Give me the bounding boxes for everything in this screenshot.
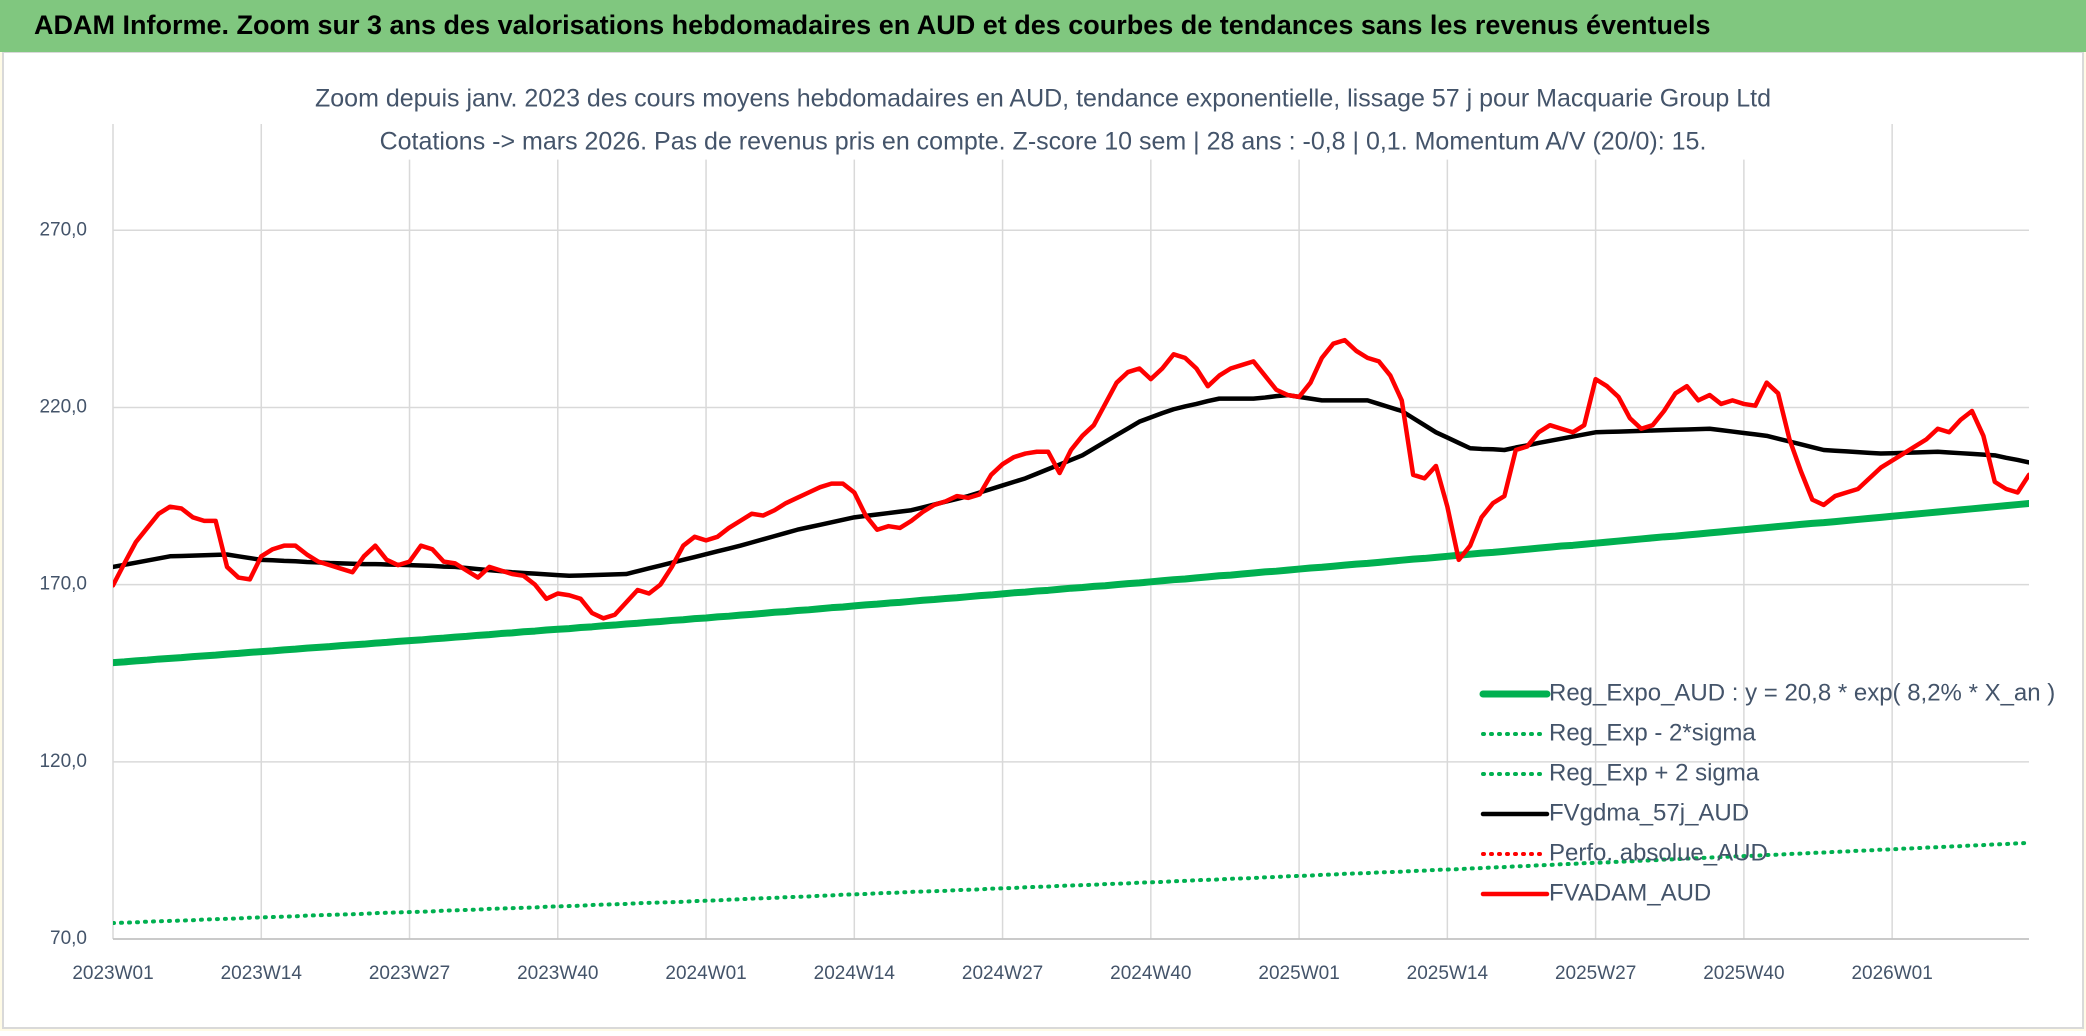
x-tick-label: 2023W40 [517, 963, 598, 984]
x-tick-label: 2025W01 [1258, 963, 1339, 984]
legend-label: Reg_Expo_AUD : y = 20,8 * exp( 8,2% * X_… [1549, 679, 2055, 706]
y-tick-label: 70,0 [50, 928, 87, 949]
series-line [113, 840, 2029, 926]
subtitle-background [301, 78, 1785, 160]
x-tick-label: 2026W01 [1851, 963, 1932, 984]
legend: Reg_Expo_AUD : y = 20,8 * exp( 8,2% * X_… [1479, 679, 2055, 906]
x-tick-label: 2025W27 [1555, 963, 1636, 984]
chart-frame [2, 51, 2084, 1029]
legend-label: Perfo. absolue_AUD [1549, 839, 1768, 866]
x-tick-label: 2025W40 [1703, 963, 1784, 984]
series-layer [113, 337, 2029, 926]
x-tick-label: 2024W27 [962, 963, 1043, 984]
axes: 70,0 120,0 170,0 220,0 270,0 2023W01 2023W14 20… [39, 219, 2029, 984]
chart-subtitle: Cotations -> mars 2026. Pas de revenus p… [380, 128, 1707, 156]
x-tick-label: 2023W27 [369, 963, 450, 984]
legend-label: FVADAM_AUD [1549, 879, 1711, 906]
series-line [113, 337, 2029, 621]
chart-title: Zoom depuis janv. 2023 des cours moyens … [315, 85, 1771, 113]
y-tick-label: 170,0 [39, 574, 87, 595]
x-tick-label: 2023W01 [72, 963, 153, 984]
x-tick-label: 2025W14 [1407, 963, 1489, 984]
x-tick-label: 2023W14 [221, 963, 303, 984]
x-tick-label: 2024W40 [1110, 963, 1191, 984]
page-title: ADAM Informe. Zoom sur 3 ans des valoris… [34, 10, 1711, 40]
y-tick-label: 220,0 [39, 396, 87, 417]
series-line [113, 392, 2029, 579]
legend-label: Reg_Exp - 2*sigma [1549, 719, 1756, 746]
legend-label: FVgdma_57j_AUD [1549, 799, 1749, 826]
grid [112, 124, 2029, 940]
y-tick-label: 270,0 [39, 219, 87, 240]
legend-label: Reg_Exp + 2 sigma [1549, 759, 1760, 786]
x-tick-label: 2024W14 [814, 963, 896, 984]
series-line [113, 500, 2029, 667]
x-tick-label: 2024W01 [665, 963, 746, 984]
title-banner [0, 0, 2086, 52]
y-tick-label: 120,0 [39, 751, 87, 772]
